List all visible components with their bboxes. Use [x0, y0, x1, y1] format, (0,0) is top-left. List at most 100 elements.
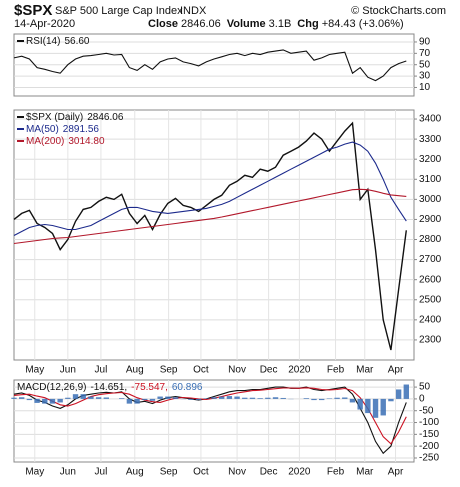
y-tick-label: 2500	[419, 294, 442, 305]
histogram-bar	[334, 398, 339, 399]
y-tick-label: 50	[419, 382, 431, 393]
legend-entry: MACD(12,26,9) -14.651, -75.547, 60.896	[17, 382, 203, 393]
histogram-bar	[319, 399, 324, 400]
legend-name: MA(50)	[26, 124, 59, 135]
legend-name: MA(200)	[26, 136, 64, 147]
x-tick-label: Sep	[160, 467, 178, 478]
legend-value: 56.60	[64, 36, 89, 47]
histogram-bar	[304, 398, 309, 399]
y-tick-label: 90	[419, 37, 431, 48]
legend-value: 3014.80	[68, 136, 105, 147]
x-tick-label: Dec	[260, 467, 278, 478]
histogram-bar	[73, 394, 78, 399]
x-tick-label: Mar	[356, 365, 374, 376]
histogram-bar	[88, 397, 93, 399]
x-tick-label: Feb	[327, 467, 345, 478]
histogram-bar	[188, 399, 193, 400]
quote-label: Volume	[227, 18, 266, 30]
index-name: S&P 500 Large Cap Index	[55, 5, 183, 17]
y-tick-label: 3100	[419, 174, 442, 185]
y-tick-label: 3400	[419, 114, 442, 125]
x-tick-label: Nov	[228, 365, 246, 376]
histogram-bar	[119, 398, 124, 399]
y-tick-label: -200	[419, 441, 439, 452]
x-tick-label: 2020	[288, 467, 311, 478]
histogram-bar	[219, 397, 224, 399]
y-tick-label: 3000	[419, 194, 442, 205]
x-tick-label: May	[25, 467, 44, 478]
histogram-bar	[27, 399, 32, 400]
x-tick-label: Oct	[193, 365, 209, 376]
histogram-bar	[257, 398, 262, 399]
histogram-bar	[404, 385, 409, 399]
histogram-bar	[150, 399, 155, 401]
histogram-bar	[42, 399, 47, 404]
y-tick-label: 70	[419, 48, 431, 59]
y-tick-label: 50	[419, 59, 431, 70]
histogram-bar	[96, 397, 101, 399]
histogram-bar	[381, 399, 386, 416]
histogram-bar	[234, 397, 239, 399]
x-tick-label: Oct	[193, 467, 209, 478]
quote-value: 3.1B	[269, 18, 292, 30]
y-tick-label: 2400	[419, 314, 442, 325]
x-tick-label: Feb	[327, 365, 345, 376]
y-tick-label: 2600	[419, 274, 442, 285]
y-tick-label: 10	[419, 82, 431, 93]
histogram-bar	[142, 399, 147, 400]
histogram-bar	[365, 399, 370, 413]
histogram-bar	[281, 398, 286, 399]
histogram-bar	[265, 398, 270, 399]
histogram-bar	[396, 389, 401, 398]
x-tick-label: Mar	[356, 467, 374, 478]
histogram-bar	[104, 397, 109, 398]
histogram-bar	[81, 394, 86, 399]
x-tick-label: Jul	[95, 365, 108, 376]
legend-entry: $SPX (Daily) 2846.06	[26, 112, 124, 123]
legend-value: -14.651,	[90, 382, 127, 393]
y-tick-label: 3300	[419, 134, 442, 145]
histogram-bar	[350, 399, 355, 403]
histogram-bar	[127, 399, 132, 404]
histogram-bar	[134, 399, 139, 404]
histogram-bar	[57, 399, 62, 403]
quote-label: Close	[148, 18, 178, 30]
y-tick-label: -50	[419, 405, 434, 416]
histogram-bar	[173, 397, 178, 399]
legend-value: -75.547,	[131, 382, 168, 393]
quote-value: 2846.06	[181, 18, 221, 30]
legend-value: 2846.06	[87, 112, 124, 123]
x-tick-label: 2020	[288, 365, 311, 376]
x-tick-label: Aug	[126, 365, 144, 376]
x-tick-label: Jun	[60, 467, 76, 478]
x-tick-label: Sep	[160, 365, 178, 376]
quote-value: +84.43 (+3.06%)	[322, 18, 404, 30]
y-tick-label: 2900	[419, 214, 442, 225]
legend-value: 60.896	[172, 382, 203, 393]
date: 14-Apr-2020	[14, 18, 75, 30]
legend-name: $SPX (Daily)	[26, 112, 83, 123]
y-tick-label: 2700	[419, 254, 442, 265]
histogram-bar	[311, 399, 316, 400]
histogram-bar	[373, 399, 378, 418]
exchange: INDX	[180, 5, 207, 17]
histogram-bar	[165, 397, 170, 399]
legend-entry: MA(50) 2891.56	[26, 124, 99, 135]
histogram-bar	[273, 397, 278, 399]
histogram-bar	[227, 396, 232, 399]
x-tick-label: Dec	[260, 365, 278, 376]
x-tick-label: Nov	[228, 467, 246, 478]
legend-value: 2891.56	[63, 124, 100, 135]
histogram-bar	[242, 398, 247, 399]
y-tick-label: 0	[419, 394, 425, 405]
histogram-bar	[357, 399, 362, 410]
y-tick-label: -250	[419, 453, 439, 464]
legend-title: MACD(12,26,9)	[17, 382, 86, 393]
legend-name: RSI(14)	[26, 36, 60, 47]
histogram-bar	[34, 399, 39, 403]
x-tick-label: Jul	[95, 467, 108, 478]
panel-frame	[14, 110, 414, 360]
histogram-bar	[250, 398, 255, 399]
